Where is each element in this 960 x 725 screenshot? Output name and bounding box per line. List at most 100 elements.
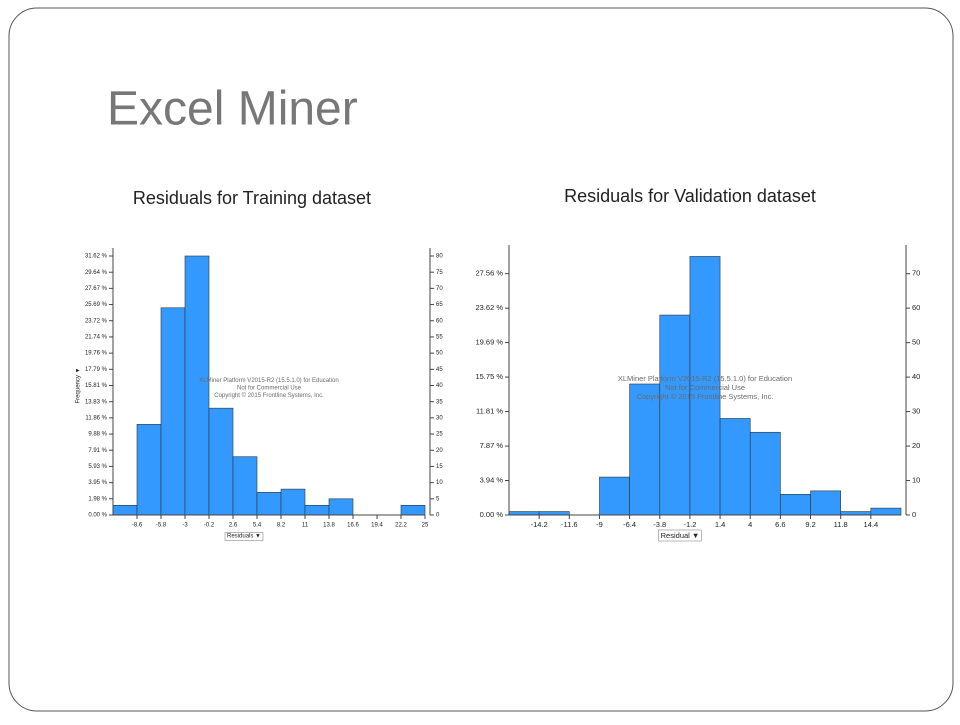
y-tick-label: 5 [436,496,440,502]
bar [810,490,841,516]
y2-tick-label: 19.76 % [85,351,108,357]
y-tick-label: 50 [912,338,920,347]
y2-tick-label: 7.91 % [88,448,107,454]
y-tick-label: 70 [436,286,443,292]
y2-tick-label: 5.93 % [88,464,107,470]
x-tick-label: 25 [422,523,429,529]
y2-tick-label: 11.81 % [476,407,503,416]
y2-tick-label: 25.69 % [85,302,108,308]
bar [208,407,234,516]
y-tick-label: 60 [436,318,443,324]
x-tick-label: 8.2 [277,523,286,529]
y-tick-label: 15 [436,464,443,470]
y2-tick-label: 11.86 % [85,415,107,421]
bar [280,488,306,516]
bar [184,255,210,516]
watermark: Not for Commercial Use [665,383,745,392]
y2-tick-label: 13.83 % [85,399,108,405]
x-tick-label: 6.6 [775,520,785,529]
y2-tick-label: 17.79 % [85,367,108,373]
y2-tick-label: 0.00 % [88,513,107,519]
x-tick-label: 13.8 [323,523,335,529]
y-tick-label: 30 [436,415,443,421]
bar [870,507,902,516]
y2-tick-label: 3.94 % [480,475,504,484]
y-tick-label: 25 [436,432,443,438]
y2-tick-label: 9.88 % [88,432,107,438]
y2-tick-label: 15.81 % [85,383,108,389]
y2-tick-label: 23.72 % [85,318,108,324]
y-tick-label: 60 [912,303,920,312]
bar [629,383,661,516]
x-axis-label: Residuals ▼ [227,534,261,540]
y2-tick-label: 31.62 % [85,254,108,260]
x-tick-label: 11 [302,523,309,529]
x-tick-label: 1.4 [715,520,725,529]
y-tick-label: 0 [912,510,916,519]
x-tick-label: -3.8 [653,520,666,529]
y2-tick-label: 23.62 % [475,303,503,312]
x-tick-label: -5.8 [156,523,167,529]
x-tick-label: -9 [596,520,603,529]
x-tick-label: -0.2 [204,523,215,529]
x-tick-label: 16.6 [347,523,359,529]
x-axis-label-box [224,532,264,541]
chart-title: Residuals for Validation dataset [564,186,816,206]
bar [328,498,354,516]
x-tick-label: 5.4 [253,523,262,529]
y-tick-label: 40 [436,383,443,389]
watermark: Copyright © 2015 Frontline Systems, Inc. [214,392,324,399]
bar [659,314,691,516]
y-tick-label: 55 [436,335,443,341]
watermark: XLMiner Platform V2015-R2 (15.5.1.0) for… [199,378,338,384]
y-tick-label: 35 [436,399,443,405]
y2-tick-label: 27.67 % [85,286,108,292]
x-tick-label: -1.2 [683,520,696,529]
x-tick-label: 11.8 [834,520,848,529]
chart-title: Residuals for Training dataset [133,188,371,208]
y2-tick-label: 1.98 % [88,496,107,502]
x-tick-label: -11.6 [561,520,578,529]
y-tick-label: 40 [912,372,920,381]
watermark: Not for Commercial Use [237,386,302,392]
bar [840,511,872,516]
x-axis-label-box [658,529,702,542]
y2-tick-label: 21.74 % [85,335,108,341]
y-tick-label: 65 [436,302,443,308]
y-tick-label: 20 [436,448,443,454]
bar [400,504,426,516]
bar [160,307,186,516]
slide-title: Excel Miner [107,83,358,136]
y-tick-label: 10 [912,476,920,485]
watermark: Copyright © 2015 Frontline Systems, Inc. [637,392,774,401]
y-tick-label: 30 [912,407,920,416]
x-axis-label: Residual ▼ [661,531,700,540]
x-tick-label: 9.2 [805,520,815,529]
bar [256,492,282,516]
bar [538,511,570,516]
bar [112,504,138,516]
x-tick-label: -14.2 [531,520,548,529]
x-tick-label: 4 [748,520,752,529]
bar [780,494,811,516]
x-tick-label: 19.4 [371,523,383,529]
y-tick-label: 20 [912,441,920,450]
y2-tick-label: 0.00 % [480,510,504,519]
y-tick-label: 10 [436,480,443,486]
y2-tick-label: 29.64 % [85,270,108,276]
y2-tick-label: 3.95 % [88,480,107,486]
y2-tick-label: 15.75 % [475,372,503,381]
bar [719,418,751,516]
x-tick-label: -8.6 [132,523,143,529]
bar [508,511,540,516]
watermark: XLMiner Platform V2015-R2 (15.5.1.0) for… [618,374,792,383]
bar [232,456,258,516]
x-tick-label: -3 [182,523,188,529]
x-tick-label: 14.4 [864,520,879,529]
y-tick-label: 80 [436,254,443,260]
y-tick-label: 50 [436,351,443,357]
y2-tick-label: 27.56 % [475,269,503,278]
y-tick-label: 75 [436,270,443,276]
